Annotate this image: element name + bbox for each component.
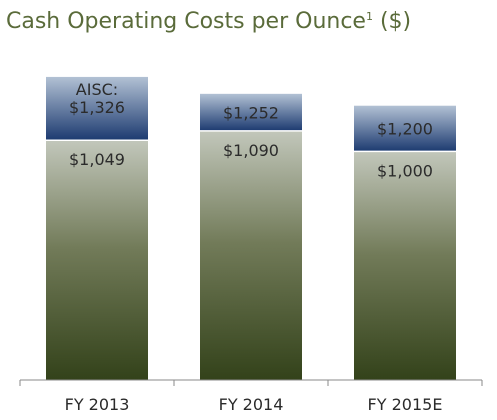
x-tick-label: FY 2013 <box>65 395 130 414</box>
data-label-cash-cost: $1,049 <box>69 150 125 169</box>
bar-cash-cost <box>200 130 302 380</box>
data-label-cash-cost: $1,090 <box>223 141 279 160</box>
aisc-annotation: AISC: <box>76 80 118 99</box>
bar-aisc <box>46 76 148 141</box>
bar-aisc <box>354 105 456 152</box>
data-label-aisc: $1,252 <box>223 103 279 122</box>
bar-cash-cost <box>354 151 456 380</box>
bar-cash-cost <box>46 140 148 380</box>
chart-title: Cash Operating Costs per Ounce1 ($) <box>6 9 411 34</box>
x-tick-label: FY 2014 <box>219 395 284 414</box>
x-tick-label: FY 2015E <box>368 395 443 414</box>
data-label-aisc: $1,200 <box>377 120 433 139</box>
bar-aisc <box>200 93 302 131</box>
data-label-cash-cost: $1,000 <box>377 161 433 180</box>
data-label-aisc: $1,326 <box>69 98 125 117</box>
